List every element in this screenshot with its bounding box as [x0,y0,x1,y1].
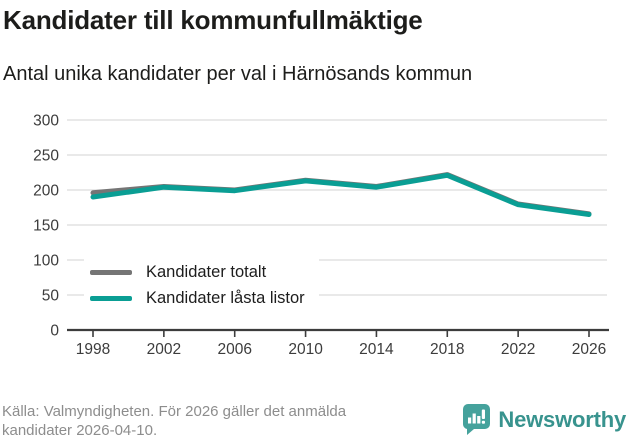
x-tick-label: 2026 [572,341,606,358]
legend-swatch [90,296,132,301]
x-tick-label: 2002 [147,341,181,358]
legend-label: Kandidater totalt [146,263,267,281]
series-line-kandidater-l-sta-listor [90,172,592,217]
x-tick-label: 2006 [217,341,251,358]
x-tick-label: 2014 [359,341,394,358]
legend-swatch [90,270,132,275]
legend-item: Kandidater totalt [90,263,305,282]
source-note-line1: Källa: Valmyndigheten. För 2026 gäller d… [2,403,347,420]
source-note: Källa: Valmyndigheten. För 2026 gäller d… [0,394,346,439]
x-tick-label: 1998 [76,341,110,358]
y-tick-label: 100 [33,253,59,270]
newsworthy-bubble-barchart-icon [463,404,491,435]
line-chart: 0 50 100 150 200 250 300 1998 2002 2006 2010 2014 20… [33,113,609,358]
x-tick-label: 2018 [430,341,464,358]
chart-legend: Kandidater totalt Kandidater låsta listor [84,257,319,316]
chart-footer: Källa: Valmyndigheten. För 2026 gäller d… [0,394,631,439]
chart-area: 0 50 100 150 200 250 300 1998 2002 2006 2010 2014 20… [0,100,631,370]
y-tick-label: 0 [50,323,59,340]
y-tick-label: 50 [42,288,60,305]
x-tick-label: 2022 [501,341,535,358]
page-title: Kandidater till kommunfullmäktige [3,5,423,35]
legend-item: Kandidater låsta listor [90,289,305,308]
brand-name: Newsworthy [498,406,626,432]
y-tick-label: 250 [33,148,59,165]
y-tick-label: 150 [33,218,59,235]
y-tick-label: 200 [33,183,59,200]
page-subtitle: Antal unika kandidater per val i Härnösa… [3,63,473,85]
series-line-kandidater-totalt [90,172,592,217]
x-tick-label: 2010 [288,341,323,358]
page-header: Kandidater till kommunfullmäktige Antal … [3,0,628,86]
newsworthy-logo[interactable]: Newsworthy [463,394,631,435]
legend-label: Kandidater låsta listor [146,289,305,307]
y-tick-label: 300 [33,113,59,130]
source-note-line2: kandidater 2026-04-10. [2,422,158,439]
